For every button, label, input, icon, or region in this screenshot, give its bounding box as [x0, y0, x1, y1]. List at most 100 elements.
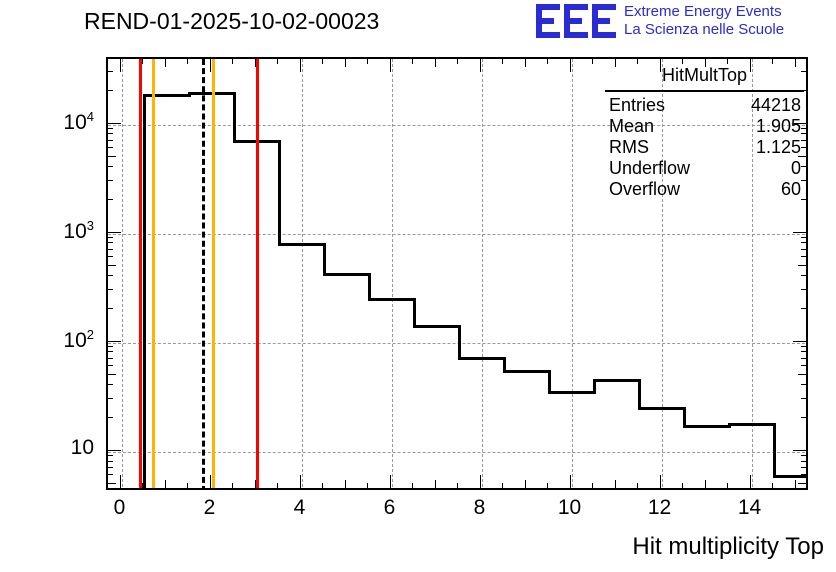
y-axis-tick-right	[793, 231, 807, 233]
x-axis-tick-top	[727, 58, 728, 64]
y-axis-tick-label: 10	[70, 436, 94, 459]
stats-row: RMS 1.125	[609, 137, 801, 159]
page-title: REND-01-2025-10-02-00023	[84, 8, 380, 34]
y-axis-tick	[107, 474, 113, 476]
x-axis-tick	[232, 483, 233, 489]
x-axis-tick	[389, 475, 391, 489]
stats-row-key: Entries	[609, 95, 666, 115]
y-axis-tick-right	[801, 351, 807, 353]
x-axis-tick-top	[322, 58, 323, 64]
y-axis-tick	[107, 264, 116, 266]
histogram-bin-top	[279, 242, 324, 246]
y-axis-tick	[107, 455, 113, 456]
histogram-bin-top	[684, 425, 729, 429]
y-axis-tick-right	[801, 139, 807, 141]
x-axis-tick-top	[772, 58, 773, 64]
y-axis-tick-right	[801, 89, 807, 91]
y-axis-tick-right	[798, 373, 807, 375]
x-axis-tick-label: 0	[113, 496, 126, 519]
eee-logo: Extreme Energy Events La Scienza nelle S…	[536, 2, 834, 42]
histogram-bin-top	[729, 422, 774, 426]
x-axis-tick	[682, 483, 683, 489]
x-axis-tick	[142, 483, 143, 489]
x-axis-tick	[547, 483, 548, 489]
x-axis-tick-top	[344, 58, 346, 67]
y-axis-tick	[107, 198, 113, 200]
x-axis-tick-top	[659, 58, 661, 72]
marker-line-mean-dashed	[202, 59, 206, 488]
eee-letter-arm	[536, 4, 560, 10]
grid-line-horizontal	[108, 124, 806, 126]
histogram-bin-top	[594, 379, 639, 383]
y-axis-tick-label: 104	[63, 108, 94, 134]
x-axis-tick-top	[524, 58, 526, 67]
stats-row: Mean 1.905	[609, 116, 801, 138]
eee-letter-arm	[564, 4, 588, 10]
x-axis-tick-top	[637, 58, 638, 64]
grid-line-vertical	[121, 59, 123, 488]
y-axis-tick-right	[801, 384, 807, 386]
y-axis-tick-right	[801, 256, 807, 257]
stats-divider	[605, 90, 804, 92]
y-axis-tick-right	[801, 236, 807, 238]
grid-line-horizontal	[108, 342, 806, 344]
grid-line-vertical	[211, 59, 213, 488]
x-axis-tick	[524, 480, 526, 489]
marker-line-red-low	[138, 59, 142, 488]
grid-line-vertical	[391, 59, 393, 488]
x-axis-tick	[569, 475, 571, 489]
x-axis-tick	[479, 475, 481, 489]
x-axis-tick	[592, 483, 593, 489]
y-axis-tick	[107, 308, 113, 310]
y-axis-tick-right	[801, 345, 807, 347]
x-axis-tick	[614, 480, 616, 489]
x-axis-tick	[412, 483, 413, 489]
eee-letter-arm	[564, 18, 582, 24]
y-axis-tick	[107, 460, 113, 462]
histogram-bin-edge	[682, 407, 686, 429]
x-axis-title: Hit multiplicity Top	[632, 533, 824, 560]
eee-letter-arm	[592, 32, 616, 38]
x-axis-tick-top	[164, 58, 166, 67]
y-axis-tick-right	[801, 133, 807, 135]
marker-line-red-high	[256, 59, 260, 488]
y-axis-tick-right	[801, 460, 807, 462]
y-axis-tick	[107, 166, 113, 168]
histogram-bin-top	[459, 356, 504, 360]
x-axis-tick	[457, 483, 458, 489]
x-axis-tick-top	[389, 58, 391, 72]
x-axis-tick-top	[187, 58, 188, 64]
histogram-bin-edge	[322, 242, 326, 277]
eee-logo-text: Extreme Energy Events La Scienza nelle S…	[624, 3, 834, 38]
y-axis-tick	[107, 450, 121, 451]
y-axis-tick-right	[801, 474, 807, 476]
y-axis-tick	[107, 122, 121, 124]
x-axis-tick-top	[434, 58, 436, 67]
x-axis-tick-label: 14	[737, 496, 762, 519]
y-axis-tick	[107, 139, 113, 141]
x-axis-tick-top	[254, 58, 256, 67]
grid-line-vertical	[571, 59, 573, 488]
x-axis-tick	[187, 483, 188, 489]
grid-line-vertical	[661, 59, 663, 488]
histogram-bin-top	[144, 94, 189, 98]
histogram-bin-edge	[592, 379, 596, 395]
x-axis-tick	[749, 475, 751, 489]
stats-row: Underflow 0	[609, 158, 801, 180]
x-axis-tick-label: 4	[293, 496, 306, 519]
y-axis-tick	[107, 345, 113, 347]
stats-row-value: 1.125	[755, 137, 801, 157]
histogram-bin-top	[549, 391, 594, 395]
y-axis-tick	[107, 231, 121, 233]
y-axis-tick	[107, 127, 113, 129]
x-axis-tick	[299, 475, 301, 489]
stats-row-key: RMS	[609, 137, 649, 157]
y-axis-tick	[107, 133, 113, 135]
x-axis-tick	[119, 475, 121, 489]
histogram-bin-top	[774, 474, 806, 478]
x-axis-tick-top	[749, 58, 751, 72]
eee-letter-arm	[592, 4, 616, 10]
y-axis-tick-right	[801, 242, 807, 244]
y-axis-tick-right	[801, 308, 807, 310]
y-axis-tick-right	[801, 397, 807, 399]
